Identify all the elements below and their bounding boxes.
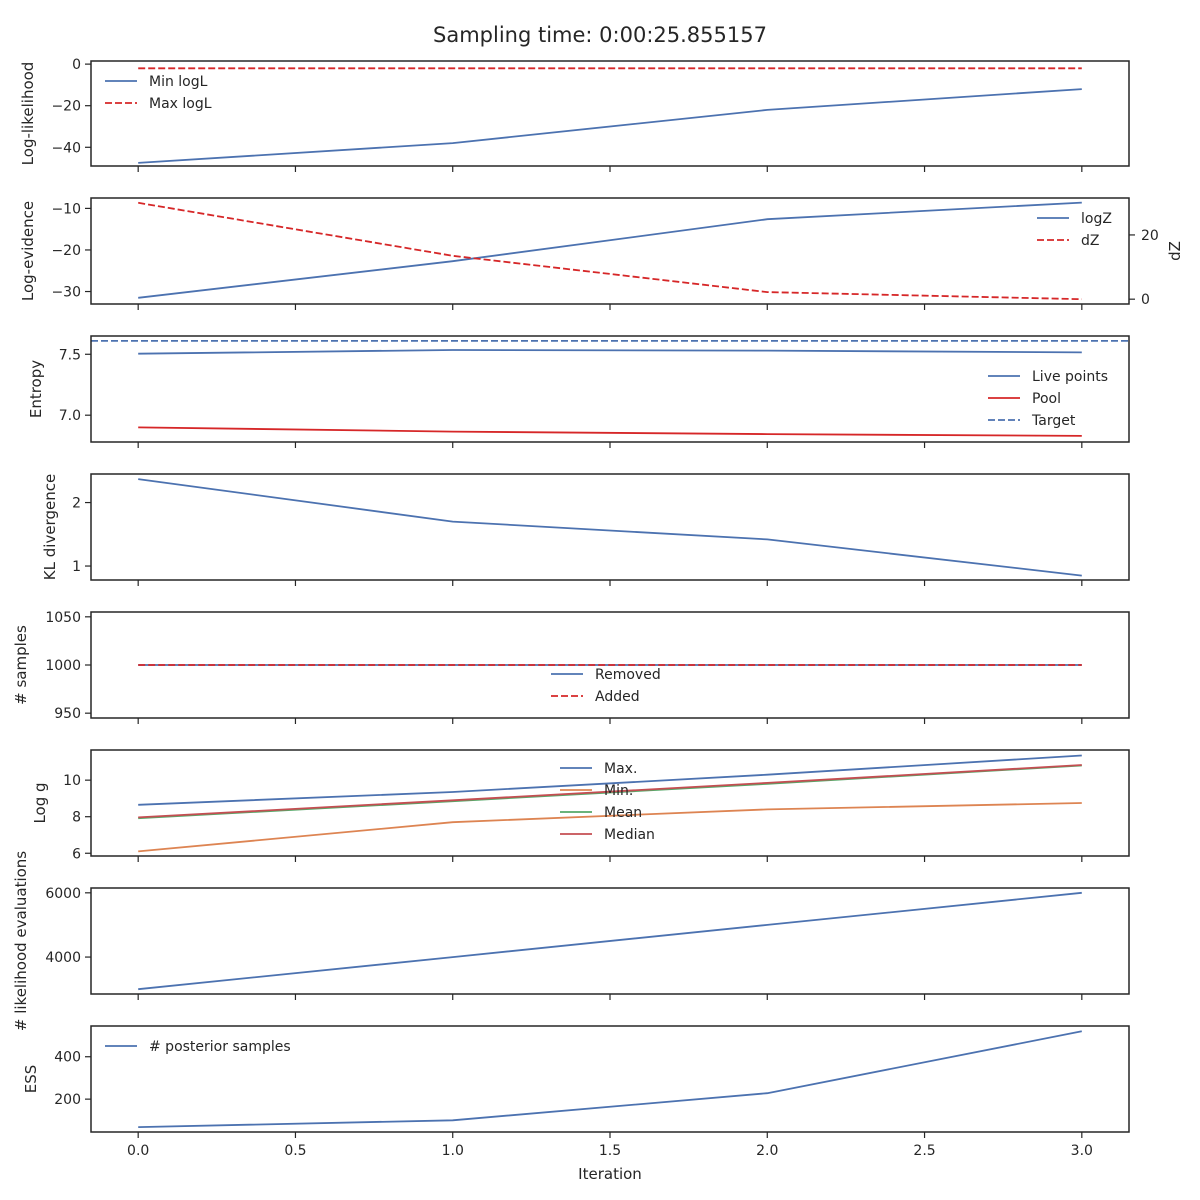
panel-3: 7.5 7.0 Entropy Live points Pool Target xyxy=(27,335,1130,448)
legend-label: Removed xyxy=(595,667,661,683)
y-axis-label: KL divergence xyxy=(41,474,59,580)
y-tick-label: 2 xyxy=(72,496,81,512)
legend-label: Min. xyxy=(604,783,633,799)
y2-axis-label: dZ xyxy=(1166,241,1184,261)
series-line-min- xyxy=(138,802,1082,853)
y-tick-label: −20 xyxy=(51,243,81,259)
series-line-1 xyxy=(138,478,1082,577)
y-tick-label: 200 xyxy=(54,1092,81,1108)
x-tick-label: 1.0 xyxy=(442,1143,464,1159)
plot-frame xyxy=(90,887,1130,995)
panel-7: 6000 4000 # likelihood evaluations xyxy=(12,851,1130,1031)
y-axis-label: # likelihood evaluations xyxy=(12,851,30,1031)
y-tick-label: −20 xyxy=(51,99,81,115)
y-tick-label: 7.5 xyxy=(59,347,81,363)
panel-1: 0 −20 −40 Log-likelihood Min logL Max logL xyxy=(19,57,1130,172)
legend-label: Max logL xyxy=(149,96,212,112)
series-line-dz xyxy=(138,201,1082,301)
legend-label: dZ xyxy=(1081,233,1099,249)
panel-6: 10 8 6 Log g Max. Min. Mean Median xyxy=(31,749,1130,862)
y-tick-label: 6 xyxy=(72,846,81,862)
y-axis-label: Log g xyxy=(31,782,49,823)
y-tick-label: 400 xyxy=(54,1050,81,1066)
x-tick-label: 2.0 xyxy=(756,1143,778,1159)
y2-tick-label: 20 xyxy=(1141,228,1159,244)
x-tick-label: 0.5 xyxy=(284,1143,306,1159)
y-tick-label: −40 xyxy=(51,140,81,156)
plot-frame xyxy=(90,749,1130,857)
legend-label: Added xyxy=(595,689,640,705)
legend-label: logZ xyxy=(1081,211,1112,227)
x-tick-label: 1.5 xyxy=(599,1143,621,1159)
y-axis-label: ESS xyxy=(22,1065,40,1094)
y-tick-label: 0 xyxy=(72,57,81,73)
series-line-logz xyxy=(138,201,1082,299)
panel-4: 2 1 KL divergence xyxy=(41,473,1130,586)
x-tick-label: 3.0 xyxy=(1071,1143,1093,1159)
y-tick-label: 6000 xyxy=(45,886,81,902)
plot-frame xyxy=(90,611,1130,719)
y-tick-label: 950 xyxy=(54,706,81,722)
y-axis-label: Log-likelihood xyxy=(19,62,37,166)
y-tick-label: 10 xyxy=(63,773,81,789)
legend-label: Max. xyxy=(604,761,637,777)
y-tick-label: −30 xyxy=(51,285,81,301)
series-line-min-logl xyxy=(138,88,1082,164)
legend-label: # posterior samples xyxy=(149,1039,291,1055)
plot-frame xyxy=(90,60,1130,167)
legend-label: Live points xyxy=(1032,369,1108,385)
series-line-median xyxy=(138,764,1082,819)
plot-frame xyxy=(90,1025,1130,1133)
y-axis-label: Log-evidence xyxy=(19,201,37,301)
legend-label: Pool xyxy=(1032,391,1061,407)
series-line-pool xyxy=(138,426,1082,437)
plot-frame xyxy=(90,197,1130,305)
x-tick-label: 0.0 xyxy=(127,1143,149,1159)
y-axis-label: # samples xyxy=(12,625,30,705)
y2-tick-label: 0 xyxy=(1141,292,1150,308)
legend-label: Mean xyxy=(604,805,642,821)
y-tick-label: 7.0 xyxy=(59,408,81,424)
plot-frame xyxy=(90,335,1130,443)
series-line-max- xyxy=(138,754,1082,806)
y-tick-label: 8 xyxy=(72,810,81,826)
y-tick-label: 4000 xyxy=(45,950,81,966)
y-axis-label: Entropy xyxy=(27,360,45,418)
series-line-1 xyxy=(138,891,1082,991)
x-tick-label: 2.5 xyxy=(913,1143,935,1159)
plot-frame xyxy=(90,473,1130,581)
panel-2: −10 −20 −30 20 0 dZ Log-evidence logZ dZ xyxy=(19,197,1184,310)
series-line-live-points xyxy=(138,349,1082,355)
y-tick-label: 1 xyxy=(72,559,81,575)
legend-label: Median xyxy=(604,827,655,843)
y-tick-label: −10 xyxy=(51,201,81,217)
y-tick-label: 1050 xyxy=(45,610,81,626)
figure-title: Sampling time: 0:00:25.855157 xyxy=(433,23,767,47)
legend-label: Min logL xyxy=(149,74,208,90)
panel-5: 1050 1000 950 # samples Removed Added xyxy=(12,610,1130,724)
panel-8: 0.0 0.5 1.0 1.5 2.0 2.5 3.0 400 200 ESS # posterio… xyxy=(22,1025,1130,1159)
series-line--posterior-samples xyxy=(138,1030,1082,1128)
x-axis-label: Iteration xyxy=(578,1165,642,1183)
legend-label: Target xyxy=(1031,413,1076,429)
y-tick-label: 1000 xyxy=(45,658,81,674)
